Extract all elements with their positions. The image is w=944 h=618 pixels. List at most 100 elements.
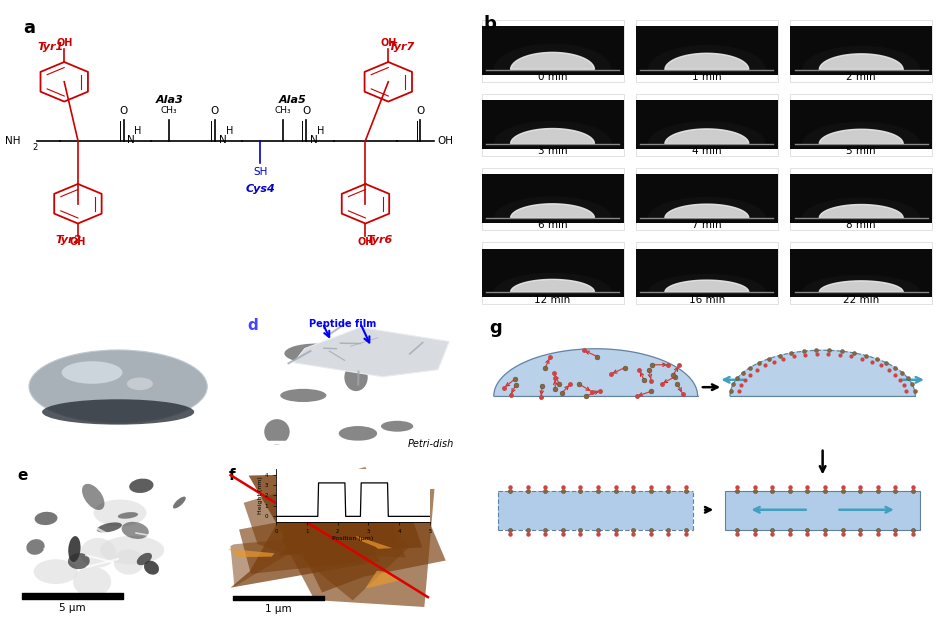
Bar (789, 100, 931, 149)
Polygon shape (818, 205, 902, 218)
Polygon shape (239, 494, 428, 574)
Text: NH: NH (6, 136, 21, 146)
Polygon shape (510, 204, 594, 218)
Ellipse shape (264, 419, 290, 444)
Bar (789, 248, 931, 297)
Text: 8 min: 8 min (846, 221, 875, 231)
Text: 0 min: 0 min (537, 72, 566, 82)
Bar (789, 174, 931, 223)
Text: O: O (119, 106, 127, 116)
Text: 6 min: 6 min (537, 221, 566, 231)
Ellipse shape (68, 553, 90, 569)
Ellipse shape (68, 536, 80, 562)
Polygon shape (802, 122, 919, 144)
Bar (635, 100, 777, 149)
Polygon shape (494, 349, 697, 396)
Bar (481, 94, 623, 156)
Polygon shape (292, 490, 446, 593)
Bar (635, 174, 777, 223)
Text: e: e (18, 468, 28, 483)
Bar (481, 242, 623, 305)
Polygon shape (364, 570, 399, 588)
Ellipse shape (82, 484, 105, 510)
Polygon shape (648, 274, 765, 292)
Polygon shape (665, 53, 748, 70)
Polygon shape (228, 549, 274, 557)
Ellipse shape (284, 344, 346, 363)
FancyBboxPatch shape (725, 491, 919, 530)
Text: Cys4: Cys4 (245, 184, 275, 194)
Text: f: f (228, 468, 235, 483)
Ellipse shape (42, 399, 194, 425)
Ellipse shape (100, 536, 164, 564)
Text: CH₃: CH₃ (160, 106, 177, 116)
Bar (789, 168, 931, 231)
Text: H: H (317, 126, 324, 136)
Polygon shape (818, 54, 902, 70)
Text: OH: OH (437, 136, 453, 146)
Polygon shape (729, 350, 914, 396)
Text: 4 min: 4 min (691, 146, 721, 156)
Ellipse shape (129, 478, 153, 493)
Text: SH: SH (253, 167, 267, 177)
Ellipse shape (380, 421, 413, 432)
Ellipse shape (122, 522, 148, 539)
Text: g: g (489, 320, 501, 337)
Polygon shape (818, 281, 902, 292)
Text: OH: OH (357, 237, 373, 247)
Bar (481, 248, 623, 297)
Ellipse shape (118, 512, 138, 519)
Bar (635, 242, 777, 305)
Ellipse shape (26, 539, 44, 555)
Ellipse shape (113, 549, 143, 575)
Text: a: a (23, 19, 35, 37)
Text: OH: OH (70, 237, 86, 247)
Polygon shape (230, 530, 389, 586)
Bar (635, 94, 777, 156)
Ellipse shape (280, 389, 326, 402)
Bar (481, 100, 623, 149)
Polygon shape (494, 197, 610, 218)
Text: 1 cm: 1 cm (294, 447, 319, 457)
Ellipse shape (173, 497, 186, 509)
Text: CH₃: CH₃ (275, 106, 292, 116)
Text: N: N (311, 135, 318, 145)
Text: 3 min: 3 min (537, 146, 566, 156)
Text: 1 min: 1 min (691, 72, 721, 82)
Bar (789, 26, 931, 75)
Bar (635, 26, 777, 75)
Polygon shape (802, 276, 919, 292)
Ellipse shape (29, 350, 207, 423)
Bar (789, 242, 931, 305)
Polygon shape (648, 122, 765, 144)
Ellipse shape (61, 362, 123, 384)
Text: H: H (133, 126, 141, 136)
Text: OH: OH (56, 38, 73, 48)
Text: 7 min: 7 min (691, 221, 721, 231)
Text: H: H (226, 126, 233, 136)
Text: O: O (415, 106, 424, 116)
Ellipse shape (338, 426, 377, 441)
Y-axis label: Height (nm): Height (nm) (258, 476, 263, 514)
Bar (481, 20, 623, 82)
Bar (789, 94, 931, 156)
Text: Ala3: Ala3 (155, 95, 183, 105)
Text: O: O (302, 106, 310, 116)
Polygon shape (802, 46, 919, 70)
X-axis label: Position (μm): Position (μm) (332, 536, 373, 541)
Text: 12 min: 12 min (533, 295, 570, 305)
Polygon shape (802, 198, 919, 218)
Text: 16 min: 16 min (688, 295, 724, 305)
Polygon shape (665, 280, 748, 292)
Text: b: b (482, 15, 496, 33)
Ellipse shape (93, 499, 146, 527)
Polygon shape (648, 46, 765, 70)
Bar (635, 20, 777, 82)
Bar (635, 248, 777, 297)
Text: Tyr7: Tyr7 (388, 42, 414, 52)
Polygon shape (294, 328, 448, 377)
Polygon shape (510, 53, 594, 70)
Ellipse shape (137, 553, 152, 565)
Text: 5 μm: 5 μm (59, 603, 86, 613)
Polygon shape (818, 129, 902, 144)
